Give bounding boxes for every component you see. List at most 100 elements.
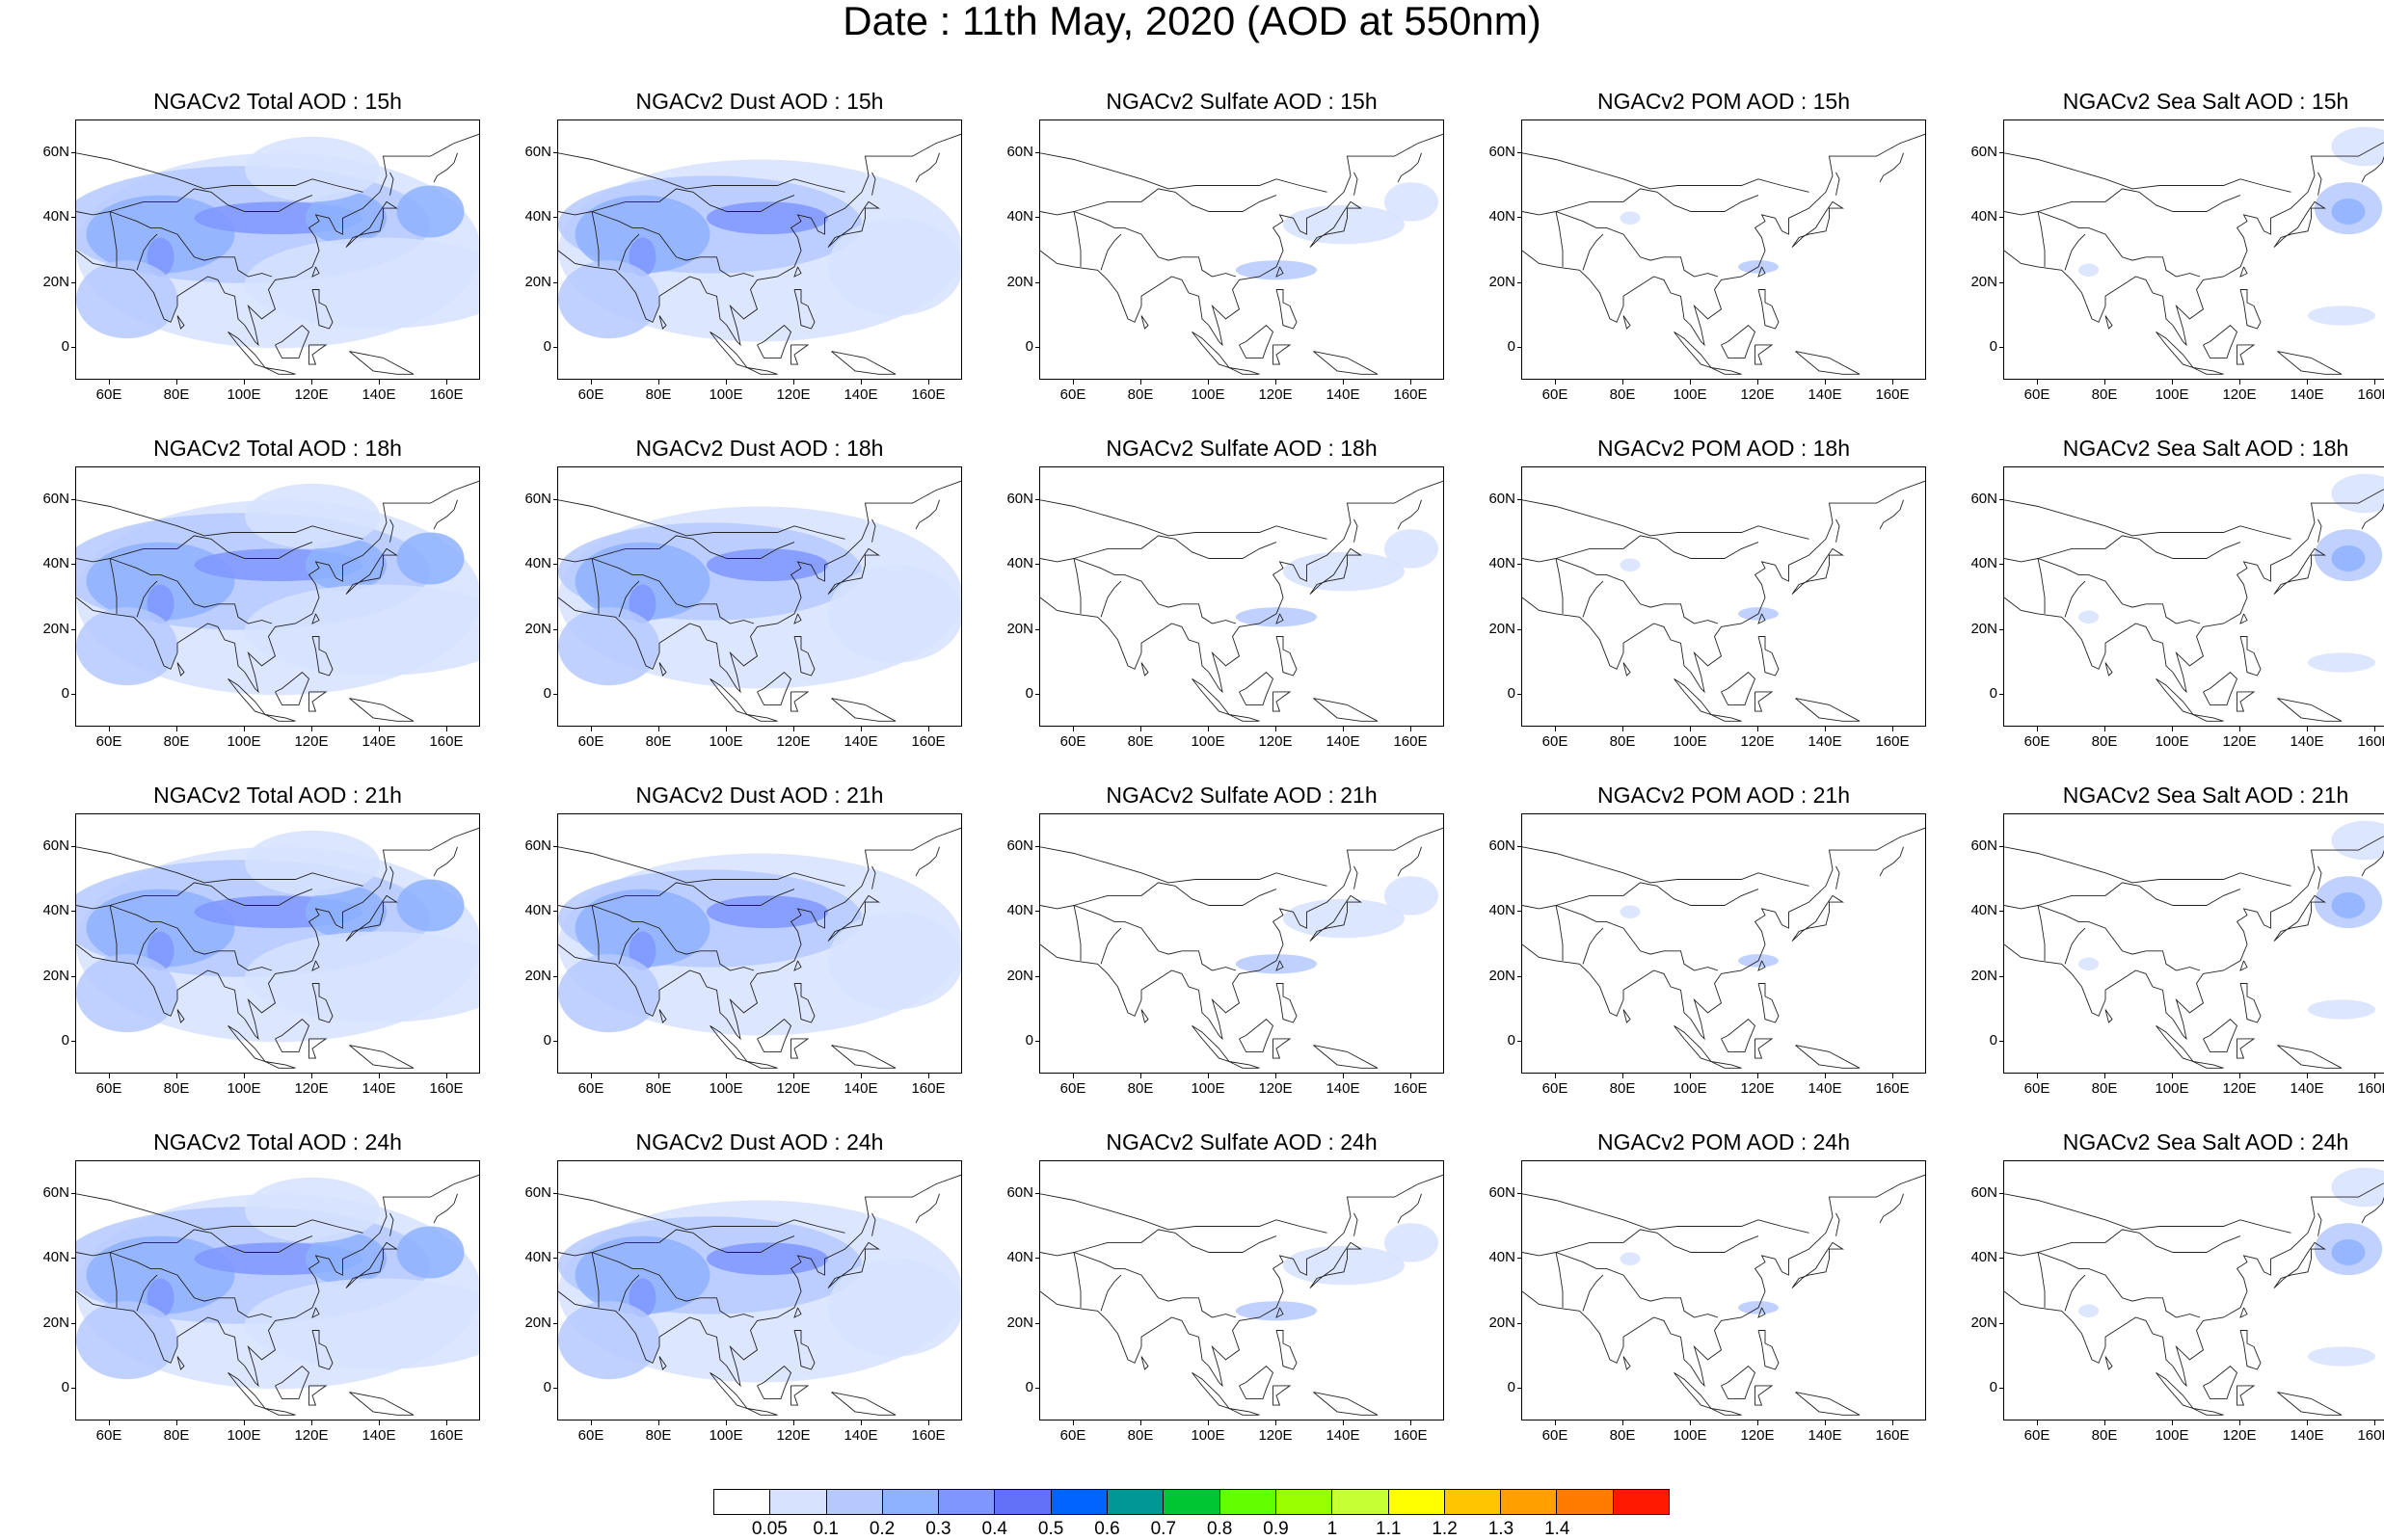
aod-plume (1384, 876, 1438, 916)
lon-tick-label: 160E (1873, 387, 1912, 403)
lon-tick-mark (1275, 380, 1276, 385)
lat-tick-label: 60N (1001, 491, 1033, 507)
lon-tick-label: 120E (1738, 1081, 1777, 1097)
lon-tick-mark (793, 1074, 794, 1078)
lon-tick-mark (1275, 1074, 1276, 1078)
coastline (1522, 906, 1718, 971)
coastline (1398, 1194, 1422, 1223)
aod-plume (76, 1301, 177, 1379)
lat-tick-label: 0 (1001, 339, 1033, 355)
coastline (2204, 326, 2237, 358)
lat-tick-mark (1035, 217, 1039, 218)
lat-tick-label: 0 (1001, 1033, 1033, 1049)
lat-tick-mark (1035, 1258, 1039, 1259)
aod-plume (245, 137, 380, 202)
coastline (747, 368, 778, 375)
lon-tick-mark (1073, 1074, 1074, 1078)
coastline (434, 153, 458, 182)
colorbar-label: 0.2 (853, 1519, 911, 1540)
colorbar-swatch (1164, 1490, 1219, 1514)
lon-tick-label: 160E (909, 387, 948, 403)
lon-tick-label: 120E (292, 387, 331, 403)
lon-tick-mark (2172, 727, 2173, 731)
lon-tick-label: 80E (157, 1428, 196, 1444)
aod-plume (2078, 264, 2099, 278)
lat-tick-mark (1999, 846, 2003, 847)
lat-tick-label: 0 (1001, 1380, 1033, 1395)
coastline (2240, 290, 2261, 330)
coastline (916, 153, 940, 182)
lat-tick-mark (1035, 694, 1039, 695)
lon-tick-label: 140E (2288, 1428, 2326, 1444)
lat-tick-label: 60N (37, 838, 69, 854)
panel-title: NGACv2 Sea Salt AOD : 15h (2003, 87, 2384, 116)
lat-tick-label: 0 (519, 1033, 551, 1049)
lon-tick-label: 160E (2355, 1428, 2384, 1444)
coastline (791, 345, 809, 364)
colorbar-swatch (1501, 1490, 1557, 1514)
coastline (1276, 637, 1297, 677)
lat-tick-label: 40N (37, 1250, 69, 1265)
lon-tick-label: 120E (2220, 387, 2259, 403)
aod-plume (245, 1178, 380, 1243)
lon-tick-label: 120E (1738, 387, 1777, 403)
lon-tick-label: 60E (1536, 1428, 1574, 1444)
panel-title: NGACv2 Dust AOD : 18h (557, 434, 962, 463)
map-area (557, 813, 962, 1074)
lat-tick-label: 0 (1965, 686, 1997, 702)
lon-tick-mark (1892, 1421, 1893, 1425)
coastline (832, 699, 897, 722)
lon-tick-label: 100E (225, 1428, 263, 1444)
lon-tick-label: 100E (1189, 387, 1227, 403)
coastline (1240, 1020, 1273, 1052)
colorbar-swatch (883, 1490, 939, 1514)
lat-tick-mark (1517, 152, 1521, 153)
lon-tick-label: 100E (225, 387, 263, 403)
coastline (309, 692, 327, 711)
coastline (1240, 673, 1273, 705)
lon-tick-mark (1555, 1074, 1556, 1078)
lon-tick-mark (726, 380, 727, 385)
lat-tick-mark (1035, 347, 1039, 348)
lat-tick-mark (71, 499, 75, 500)
lon-tick-mark (1690, 380, 1691, 385)
coastline (2318, 519, 2322, 543)
lon-tick-mark (2374, 380, 2375, 385)
lat-tick-mark (1999, 1323, 2003, 1324)
lon-tick-label: 80E (157, 387, 196, 403)
lon-tick-label: 100E (2153, 1428, 2191, 1444)
coastline (265, 368, 296, 375)
lon-tick-mark (2239, 727, 2240, 731)
lon-tick-mark (2307, 380, 2308, 385)
coastline (2004, 847, 2291, 887)
lon-tick-label: 140E (1324, 1081, 1362, 1097)
aod-plume (2332, 199, 2366, 225)
lon-tick-mark (446, 380, 447, 385)
lon-tick-mark (1690, 1421, 1691, 1425)
aod-plume (76, 607, 177, 685)
lon-tick-mark (109, 1421, 110, 1425)
coastline (2274, 201, 2325, 247)
lat-tick-mark (1999, 694, 2003, 695)
coastline (2038, 906, 2045, 961)
lat-tick-label: 20N (1001, 275, 1033, 290)
lat-tick-mark (553, 499, 557, 500)
coastline (2240, 984, 2261, 1023)
lon-tick-mark (658, 727, 659, 731)
coastline (1522, 559, 1718, 624)
coastline (265, 715, 296, 722)
aod-plume (1621, 906, 1641, 919)
aod-plume (1384, 529, 1438, 569)
lon-tick-mark (2037, 1421, 2038, 1425)
lon-tick-label: 140E (1806, 1081, 1844, 1097)
aod-plume (2332, 545, 2366, 571)
lat-tick-label: 0 (37, 1380, 69, 1395)
lat-tick-label: 40N (519, 209, 551, 225)
coastline (1314, 352, 1379, 375)
lon-tick-mark (2037, 1074, 2038, 1078)
lon-tick-mark (1343, 1074, 1344, 1078)
coastline (1229, 1062, 1260, 1069)
map-area (75, 813, 480, 1074)
map-area (1521, 466, 1926, 727)
